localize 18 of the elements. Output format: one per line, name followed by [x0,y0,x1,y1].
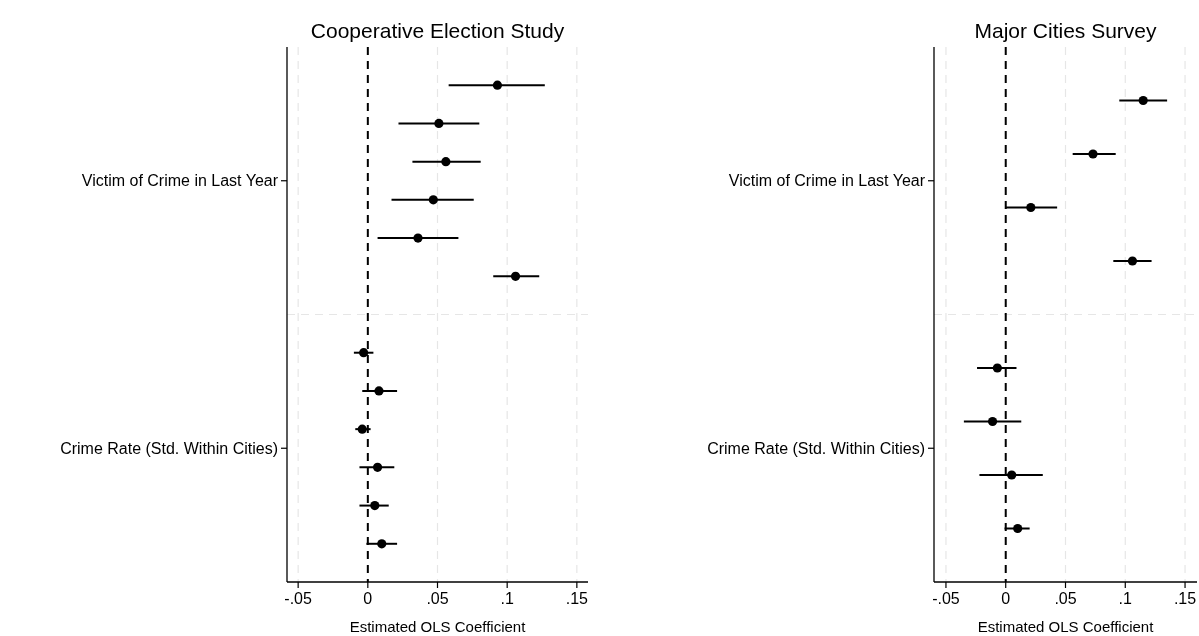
x-tick-label: -.05 [284,590,313,607]
x-tick-label: .05 [426,590,449,607]
x-axis-title: Estimated OLS Coefficient [977,618,1155,635]
x-tick-label: .1 [1118,590,1133,607]
x-tick-label: 0 [1001,590,1011,607]
x-tick-label: 0 [363,590,373,607]
y-tick-label: Victim of Crime in Last Year [728,172,926,190]
x-tick-label: .1 [500,590,514,607]
x-tick-label: .15 [1173,590,1197,607]
x-tick-label: .15 [565,590,589,607]
y-tick-label: Crime Rate (Std. Within Cities) [60,439,278,457]
x-tick-label: .05 [1054,590,1077,607]
y-tick-label: Crime Rate (Std. Within Cities) [707,439,925,457]
y-tick-label: Victim of Crime in Last Year [81,172,279,190]
x-tick-label: -.05 [932,590,960,607]
chart-title: Major Cities Survey [974,19,1158,42]
chart-title: Cooperative Election Study [310,19,565,42]
x-axis-title: Estimated OLS Coefficient [349,618,527,635]
